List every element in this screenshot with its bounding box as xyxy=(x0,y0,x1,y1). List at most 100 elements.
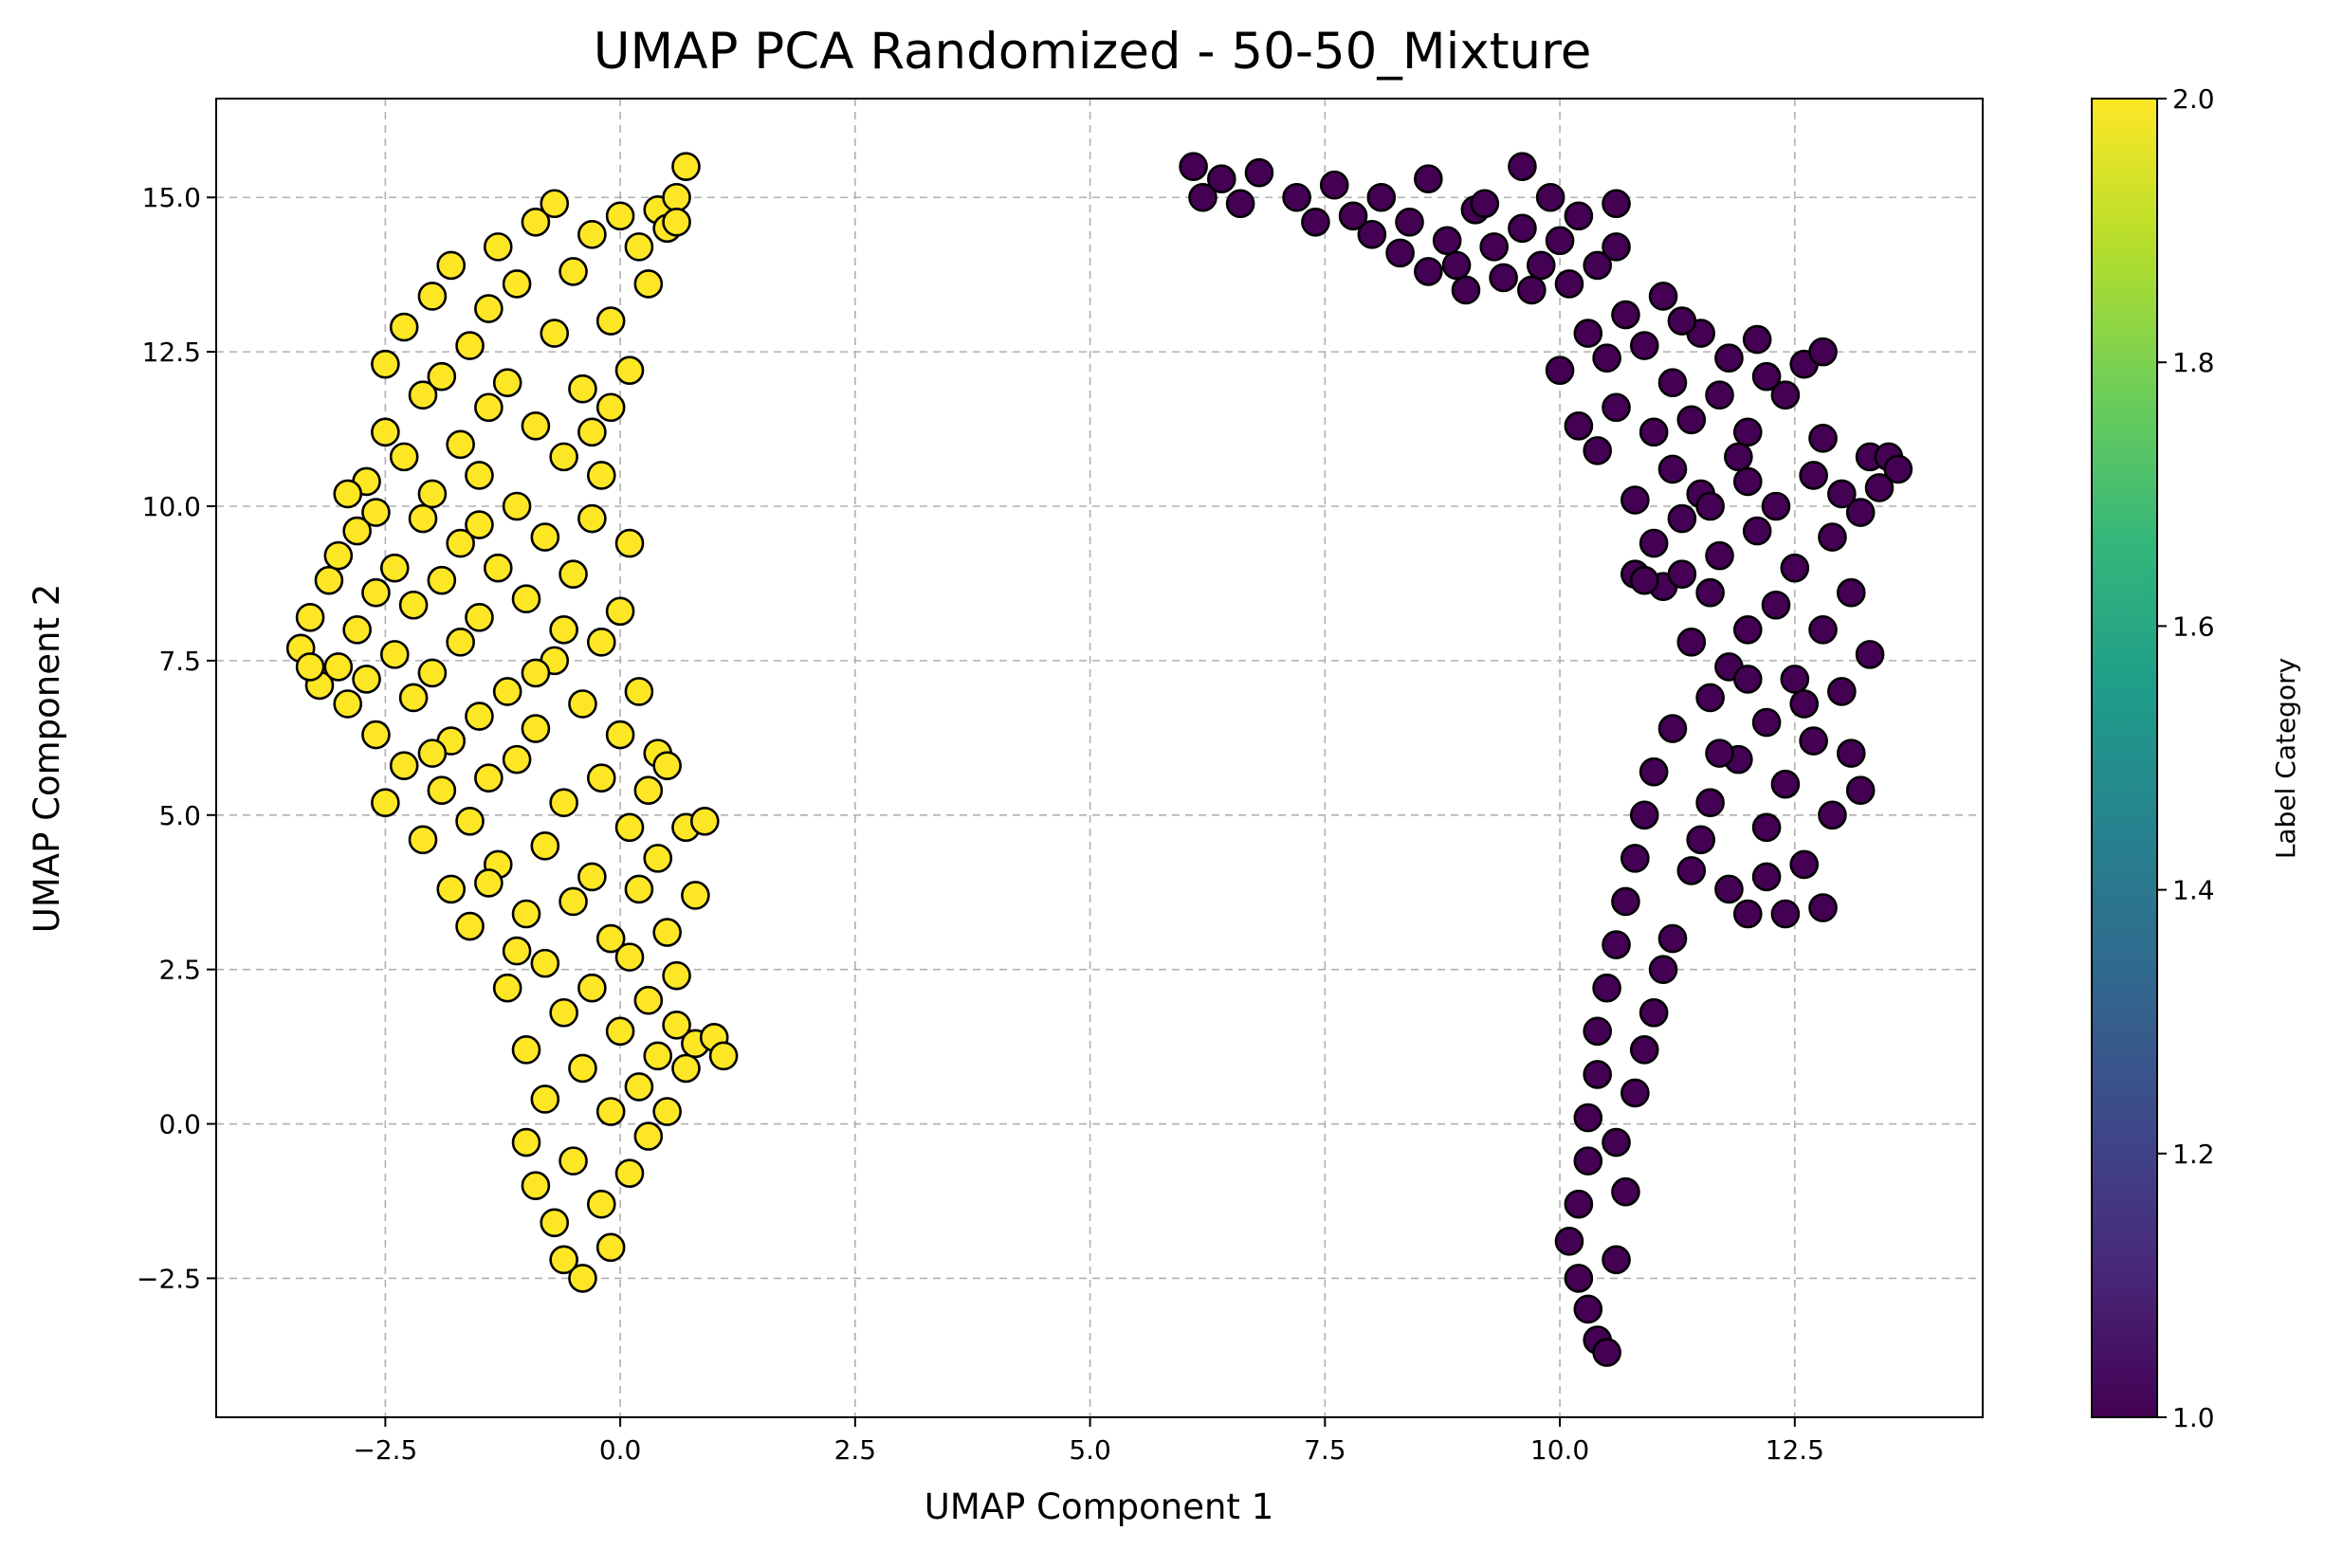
scatter-point xyxy=(568,374,597,404)
scatter-point xyxy=(1808,337,1838,367)
scatter-point xyxy=(549,442,578,472)
scatter-point xyxy=(1648,282,1678,311)
scatter-point xyxy=(389,312,419,342)
scatter-point xyxy=(521,658,551,688)
y-axis-ticks: −2.5 0.0 2.5 5.0 7.5 10.0 12.5 15.0 xyxy=(137,182,216,1294)
scatter-point xyxy=(558,257,588,286)
scatter-point xyxy=(1592,1338,1621,1367)
scatter-point xyxy=(1789,689,1820,719)
scatter-point xyxy=(558,886,588,917)
scatter-point xyxy=(1657,368,1688,398)
scatter-point xyxy=(1799,726,1828,756)
scatter-point xyxy=(1611,1176,1640,1207)
scatter-point xyxy=(1732,665,1763,694)
scatter-point xyxy=(1770,769,1801,799)
scatter-point xyxy=(577,503,607,534)
scatter-point xyxy=(455,806,485,836)
scatter-point xyxy=(446,528,475,558)
scatter-point xyxy=(1657,714,1688,743)
scatter-point xyxy=(530,1085,560,1114)
scatter-point xyxy=(465,510,494,539)
scatter-point xyxy=(540,319,570,348)
scatter-point xyxy=(614,942,645,972)
scatter-point xyxy=(1742,324,1772,355)
scatter-point xyxy=(1676,856,1707,885)
scatter-point xyxy=(1638,417,1669,447)
scatter-point xyxy=(455,331,485,360)
scatter-point xyxy=(577,973,607,1003)
scatter-point xyxy=(361,577,391,608)
scatter-point xyxy=(342,615,372,645)
scatter-point xyxy=(1751,707,1782,738)
scatter-point xyxy=(595,306,626,336)
y-tick-label: 7.5 xyxy=(158,646,201,677)
scatter-point xyxy=(295,652,325,682)
scatter-point xyxy=(483,553,513,583)
scatter-point xyxy=(1301,208,1330,237)
colorbar-tick-label: 1.0 xyxy=(2172,1402,2215,1433)
x-tick-label: 7.5 xyxy=(1304,1434,1346,1466)
scatter-point xyxy=(614,1158,645,1188)
scatter-point xyxy=(1761,590,1791,620)
scatter-point xyxy=(1732,899,1763,929)
scatter-point xyxy=(502,936,532,966)
y-tick-label: 2.5 xyxy=(158,955,201,986)
scatter-point xyxy=(1629,1035,1659,1065)
scatter-point xyxy=(540,189,570,219)
scatter-point xyxy=(408,503,438,534)
scatter-point xyxy=(708,1041,739,1071)
scatter-point xyxy=(502,491,532,521)
scatter-point xyxy=(624,677,654,706)
scatter-point xyxy=(1282,182,1311,212)
scatter-point xyxy=(1799,461,1828,490)
scatter-point xyxy=(521,208,551,237)
x-axis-label: UMAP Component 1 xyxy=(925,1486,1274,1527)
scatter-point xyxy=(1667,306,1697,336)
scatter-point xyxy=(1620,485,1650,515)
x-tick-label: −2.5 xyxy=(353,1434,417,1466)
scatter-point xyxy=(1244,157,1274,188)
scatter-point xyxy=(1657,454,1688,484)
scatter-point xyxy=(577,417,607,447)
scatter-point xyxy=(605,720,635,750)
colorbar-tick-label: 1.8 xyxy=(2172,347,2215,378)
scatter-point xyxy=(633,1121,664,1151)
scatter-point xyxy=(1357,220,1387,249)
scatter-point xyxy=(586,763,616,793)
scatter-point xyxy=(671,152,701,181)
scatter-point xyxy=(1592,343,1621,373)
scatter-point xyxy=(1319,170,1349,200)
scatter-point xyxy=(577,862,607,892)
scatter-point xyxy=(1667,559,1697,589)
scatter-point xyxy=(1188,182,1217,212)
colorbar xyxy=(2091,98,2158,1418)
y-tick-label: 0.0 xyxy=(158,1109,201,1140)
scatter-point xyxy=(586,1189,616,1219)
scatter-point xyxy=(1573,319,1603,348)
scatter-point xyxy=(558,1146,588,1176)
scatter-point xyxy=(1207,164,1236,193)
scatter-point xyxy=(1225,189,1255,219)
scatter-point xyxy=(1780,553,1810,583)
scatter-point xyxy=(1695,577,1725,608)
scatter-point xyxy=(1629,331,1659,360)
scatter-point xyxy=(662,960,691,991)
scatter-point xyxy=(342,516,372,546)
scatter-point xyxy=(1602,930,1631,959)
scatter-point xyxy=(1573,1294,1603,1324)
scatter-point xyxy=(1695,788,1725,818)
colorbar-tick-label: 2.0 xyxy=(2172,83,2215,115)
scatter-point xyxy=(1695,491,1725,521)
scatter-point xyxy=(1592,973,1621,1003)
scatter-point xyxy=(1583,436,1613,465)
scatter-point xyxy=(1676,628,1707,657)
scatter-point xyxy=(474,294,503,323)
scatter-point xyxy=(1751,812,1782,843)
scatter-point xyxy=(1564,1189,1594,1219)
scatter-point xyxy=(1761,491,1791,521)
scatter-point xyxy=(521,714,551,743)
scatter-point xyxy=(1479,232,1510,262)
scatter-point xyxy=(1818,800,1847,830)
scatter-point xyxy=(1517,275,1547,305)
scatter-point xyxy=(1751,862,1782,892)
